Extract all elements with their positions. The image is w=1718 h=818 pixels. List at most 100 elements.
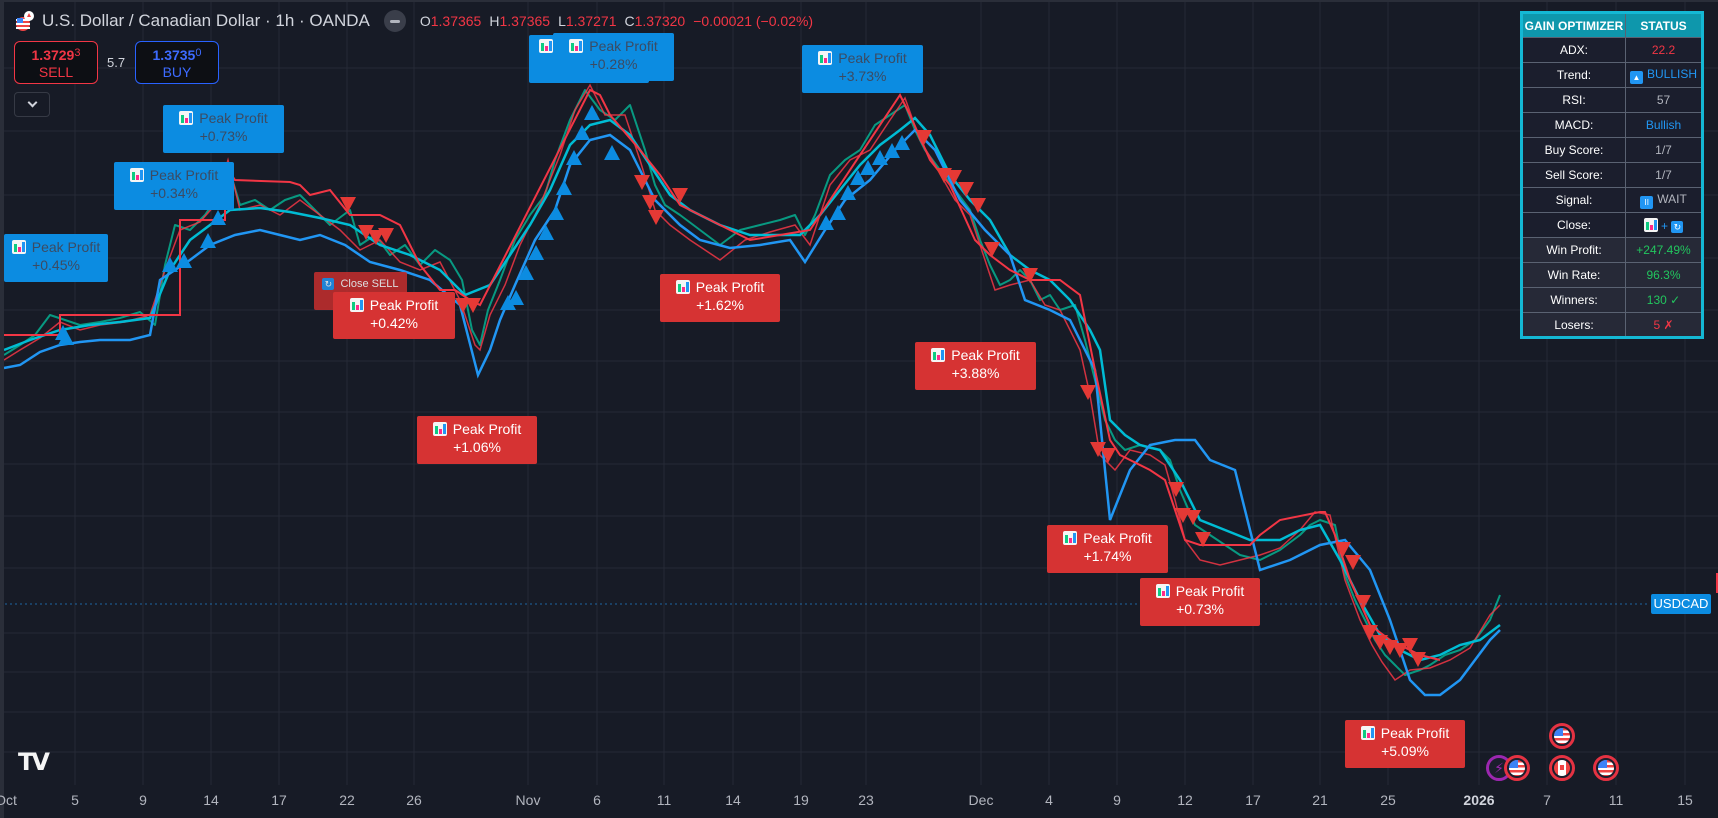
time-axis[interactable]: Oct 5 9 14 17 22 26 Nov 6 11 14 19 23 De… (0, 792, 1718, 818)
low-value: 1.37271 (565, 13, 617, 29)
chart-icon (1155, 584, 1170, 598)
label-value: +3.88% (951, 365, 1000, 381)
gain-optimizer-panel: GAIN OPTIMIZER STATUS ADX: 22.2 Trend: ▲ BU… (1520, 11, 1704, 339)
chart-icon (569, 39, 584, 53)
event-marker-ca[interactable] (1549, 755, 1575, 781)
change-value: −0.00021 (−0.02%) (693, 13, 814, 29)
label-value: +0.28% (589, 56, 638, 72)
x-tick: 11 (1608, 792, 1624, 808)
chart-icon (349, 298, 364, 312)
adx-value: 22.2 (1625, 37, 1703, 63)
open-label: O (419, 13, 431, 29)
buy-signals (55, 105, 910, 345)
us-flag-icon (1598, 760, 1614, 776)
buy-price: 1.3735 (152, 47, 196, 63)
label-value: +0.73% (1176, 601, 1224, 617)
x-tick: 17 (271, 792, 287, 808)
canada-flag-icon (1554, 760, 1570, 776)
chart-icon (179, 111, 194, 125)
symbol-title[interactable]: U.S. Dollar / Canadian Dollar · 1h · OAN… (42, 11, 370, 30)
peak-profit-label[interactable]: Peak Profit +0.28% (553, 33, 674, 81)
peak-profit-label[interactable]: Peak Profit +3.88% (915, 342, 1036, 390)
minus-icon (389, 19, 400, 23)
event-marker-us[interactable] (1504, 755, 1530, 781)
symbol-price-tag[interactable]: USDCAD (1651, 594, 1711, 614)
x-tick: 12 (1177, 792, 1193, 808)
peak-profit-label[interactable]: Peak Profit +0.34% (114, 162, 234, 210)
rsi-key: RSI: (1521, 87, 1626, 113)
rsi-value: 57 (1625, 87, 1703, 113)
peak-profit-label[interactable]: Peak Profit +3.73% (802, 45, 923, 93)
signal-value: WAIT (1657, 191, 1687, 206)
peak-profit-label[interactable]: Peak Profit +0.42% (333, 292, 455, 339)
sell-signals (340, 130, 1426, 667)
sell-price: 1.3729 (31, 47, 75, 63)
ohlc-values: O1.37365 H1.37365 L1.37271 C1.37320 −0.0… (420, 13, 813, 29)
peak-profit-label[interactable]: Peak Profit +5.09% (1345, 720, 1465, 768)
label-value: +0.42% (370, 315, 418, 331)
us-flag-icon (1554, 728, 1570, 744)
macd-key: MACD: (1521, 112, 1626, 138)
adx-key: ADX: (1521, 37, 1626, 63)
label-title: Peak Profit (199, 110, 268, 126)
close-value-cell: + ↻ (1625, 212, 1703, 238)
us-flag-icon (1509, 760, 1525, 776)
label-value: +1.62% (696, 297, 744, 313)
peak-profit-label[interactable]: Peak Profit +1.74% (1047, 525, 1168, 573)
label-title: Peak Profit (589, 38, 658, 54)
trend-key: Trend: (1521, 62, 1626, 88)
refresh-icon: ↻ (322, 278, 335, 290)
losers-value: 5 ✗ (1625, 312, 1703, 338)
peak-profit-label[interactable]: Peak Profit +0.45% (4, 234, 108, 282)
low-label: L (558, 13, 566, 29)
chart-icon (1360, 726, 1375, 740)
chart-icon (432, 422, 447, 436)
label-title: Peak Profit (951, 347, 1020, 363)
signal-value-cell: II WAIT (1625, 187, 1703, 213)
expand-trading-panel-button[interactable] (14, 92, 50, 117)
trend-value: BULLISH (1646, 66, 1698, 81)
signal-key: Signal: (1521, 187, 1626, 213)
x-tick-year: 2026 (1463, 792, 1495, 808)
top-border (0, 0, 1718, 2)
x-tick: Nov (515, 792, 541, 808)
pause-icon: II (1640, 195, 1654, 209)
label-value: +0.45% (32, 257, 80, 273)
tradingview-logo[interactable]: TV (18, 748, 50, 776)
x-tick: Dec (968, 792, 994, 808)
buy-score-value: 1/7 (1625, 137, 1703, 163)
up-triangle-icon: ▲ (1629, 70, 1643, 84)
event-marker-us[interactable] (1593, 755, 1619, 781)
label-title: Peak Profit (369, 297, 439, 313)
x-tick: 26 (406, 792, 422, 808)
x-tick: 5 (71, 792, 79, 808)
peak-profit-label[interactable]: Peak Profit +1.62% (660, 274, 780, 322)
x-tick: 7 (1543, 792, 1551, 808)
sell-score-value: 1/7 (1625, 162, 1703, 188)
x-tick: 9 (139, 792, 147, 808)
close-plus: + (1660, 218, 1668, 233)
losers-key: Losers: (1521, 312, 1626, 338)
buy-label: BUY (162, 64, 192, 80)
win-rate-key: Win Rate: (1521, 262, 1626, 288)
trend-value-cell: ▲ BULLISH (1625, 62, 1703, 88)
label-title: Peak Profit (695, 279, 765, 295)
event-marker-us[interactable] (1549, 723, 1575, 749)
peak-profit-label[interactable]: Peak Profit +0.73% (1140, 578, 1260, 626)
ma-slow-line (3, 128, 1501, 697)
buy-price-pip: 0 (195, 47, 202, 59)
label-title: Peak Profit (149, 167, 219, 183)
x-tick: 14 (725, 792, 741, 808)
sell-button[interactable]: 1.37293 SELL (14, 41, 98, 84)
peak-profit-label[interactable]: Peak Profit +1.06% (417, 416, 537, 464)
chart-icon (1063, 531, 1078, 545)
open-value: 1.37365 (430, 13, 482, 29)
peak-profit-label[interactable]: Peak Profit +0.73% (163, 105, 284, 153)
buy-button[interactable]: 1.37350 BUY (135, 41, 219, 84)
chart-icon (11, 240, 26, 254)
collapse-legend-button[interactable] (383, 10, 406, 32)
label-title: Peak Profit (1083, 530, 1152, 546)
symbol-header: U.S. Dollar / Canadian Dollar · 1h · OAN… (14, 10, 813, 32)
chart-icon (931, 348, 946, 362)
